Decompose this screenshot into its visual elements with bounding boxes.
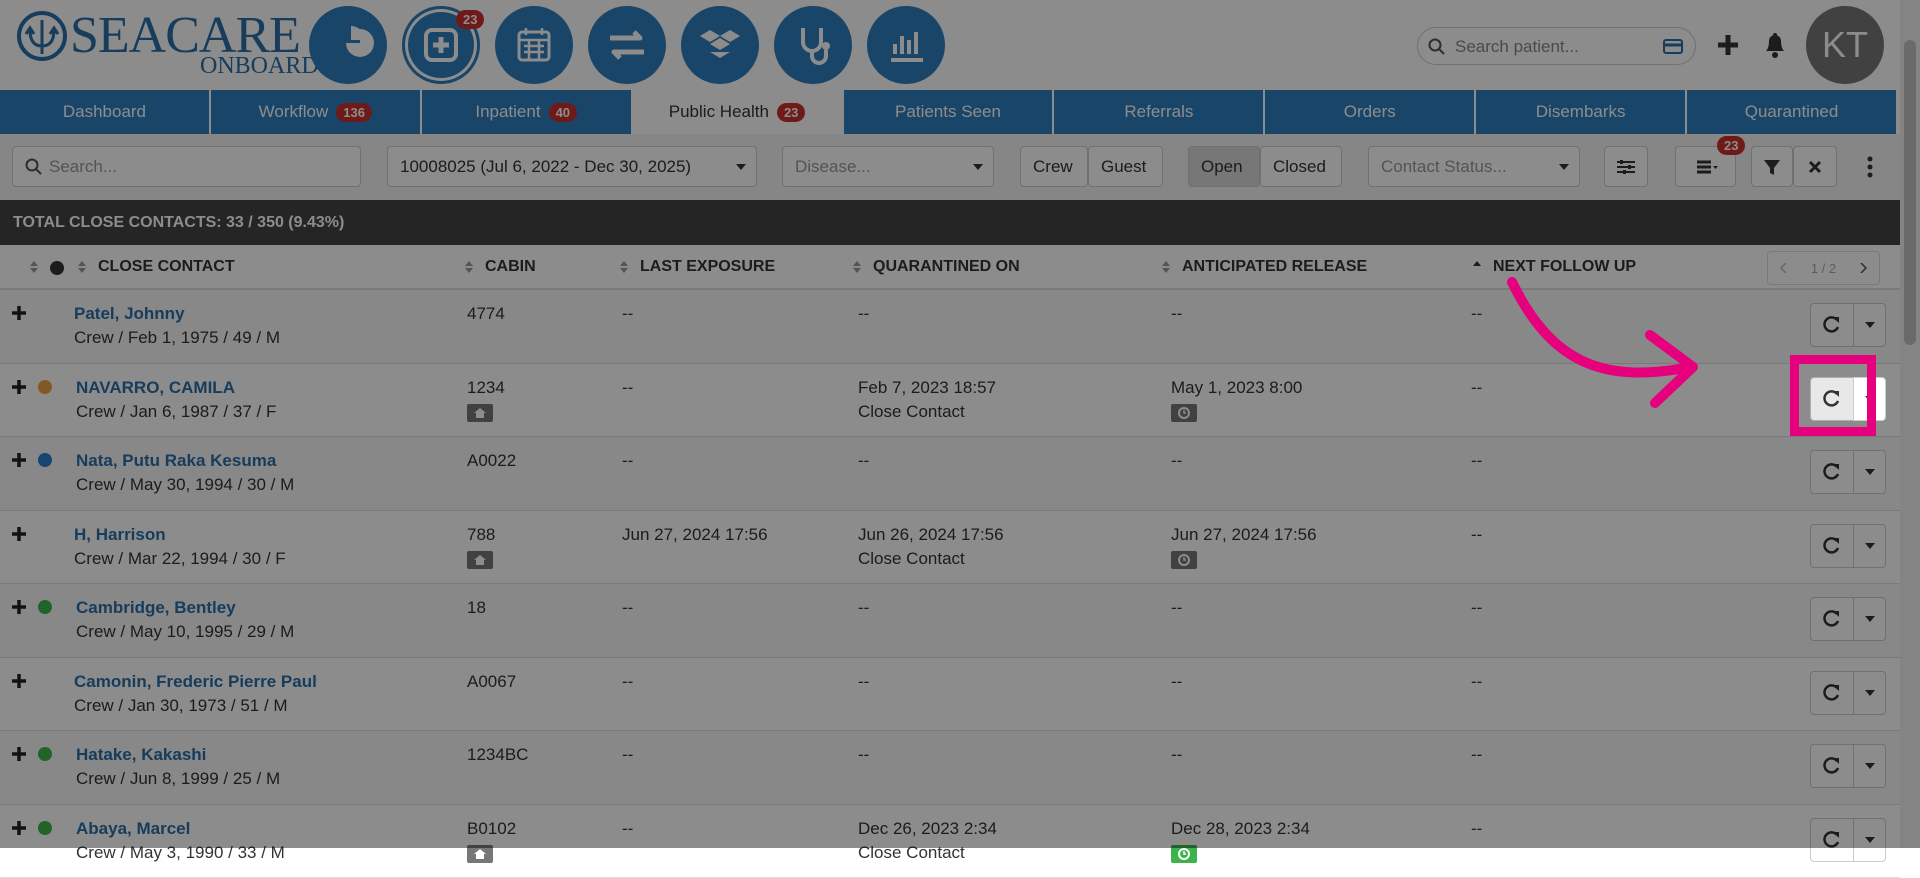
highlight-box: [1790, 355, 1876, 436]
dim-overlay: [0, 0, 1920, 848]
page: {"header":{"logo_main":"SEACARE","logo_s…: [0, 0, 1920, 848]
pointer-arrow: [1490, 270, 1720, 420]
